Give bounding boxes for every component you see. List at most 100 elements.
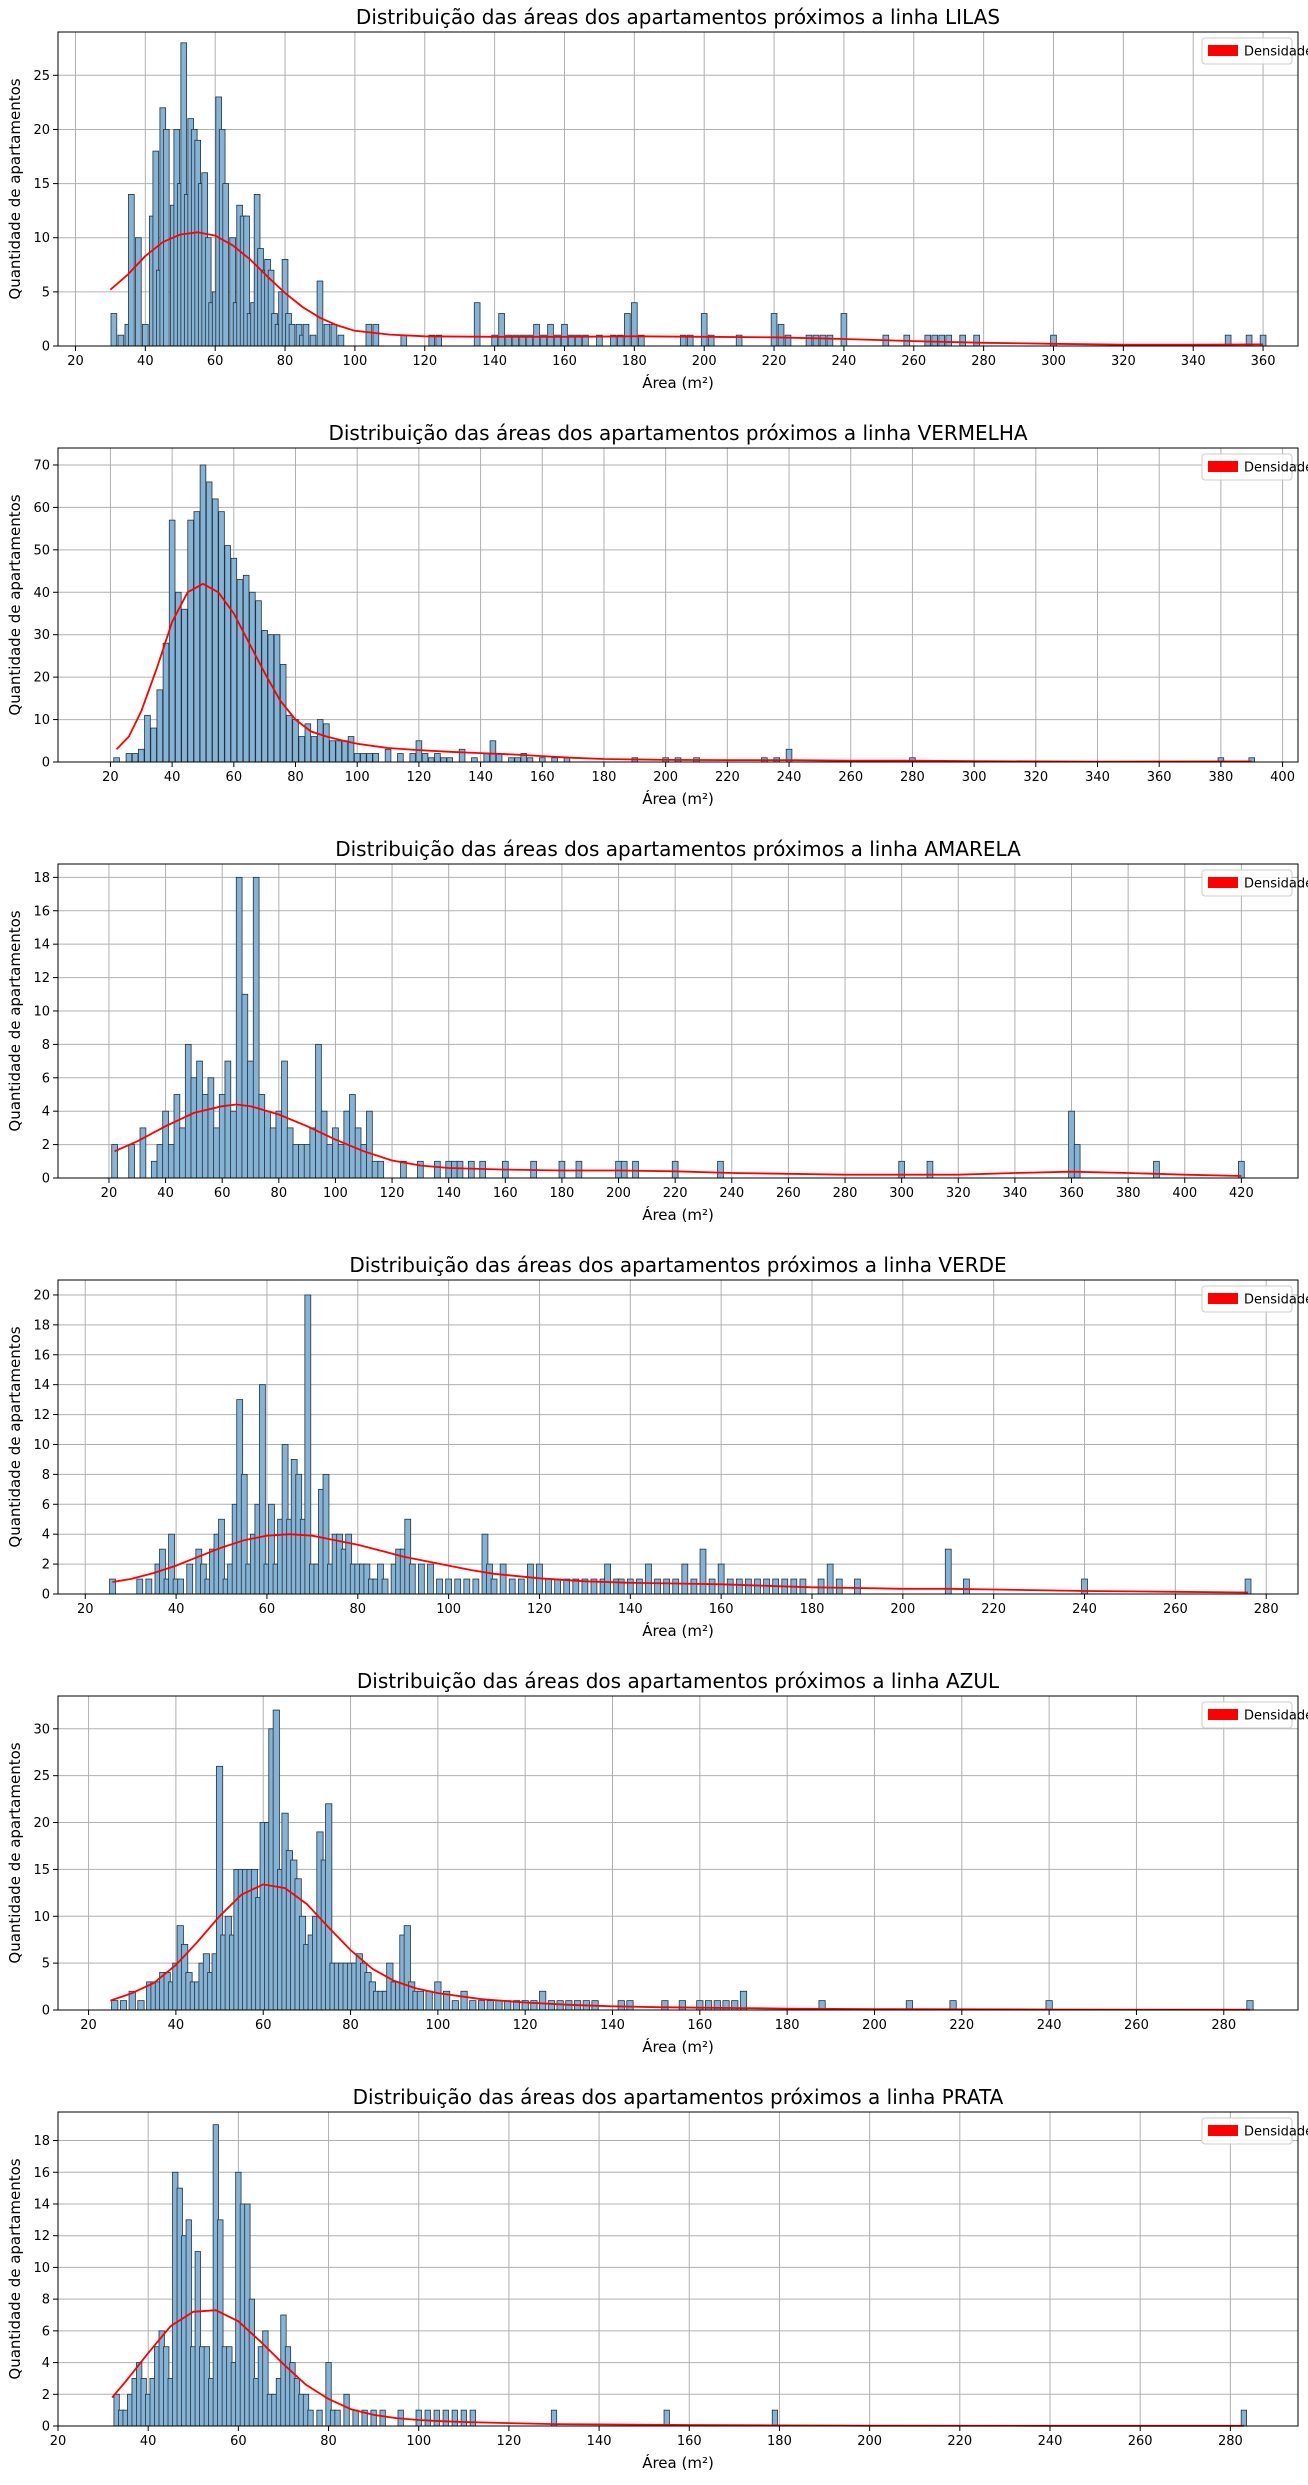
histogram-bar (175, 591, 182, 763)
histogram-bar (352, 2409, 359, 2427)
y-tick-label: 25 (33, 69, 50, 84)
histogram-bar (255, 600, 262, 763)
histogram-bar (162, 642, 170, 763)
x-axis-label: Área (m²) (642, 2037, 714, 2056)
histogram-bar (434, 753, 441, 763)
histogram-bar (973, 334, 980, 347)
histogram-bar (526, 757, 534, 763)
histogram-bar (451, 1160, 458, 1179)
histogram-bar (187, 519, 194, 763)
histogram-bar (288, 323, 296, 347)
histogram-bar (315, 1043, 322, 1179)
histogram-bar (434, 1160, 441, 1179)
histogram-bar (483, 753, 491, 763)
histogram-bar (663, 1578, 670, 1595)
y-tick-label: 0 (42, 2420, 50, 2435)
x-tick-label: 40 (157, 1186, 174, 1201)
histogram-bar (329, 740, 336, 763)
x-tick-label: 400 (1172, 1186, 1197, 1201)
histogram-bar (446, 757, 453, 763)
histogram-bar (275, 1110, 283, 1179)
legend-box (1201, 869, 1293, 897)
histogram-bar (173, 1094, 181, 1179)
x-tick-label: 200 (890, 1602, 915, 1617)
histogram-bar (533, 323, 540, 347)
x-tick-label: 100 (345, 770, 370, 785)
x-tick-label: 60 (255, 2018, 272, 2033)
density-curve (112, 1533, 1249, 1594)
y-tick-label: 2 (42, 1558, 50, 1573)
legend-patch (1208, 877, 1238, 888)
histogram-bar (445, 1578, 452, 1595)
y-tick-label: 4 (42, 2356, 50, 2371)
histogram-bar (1240, 2409, 1247, 2427)
histogram-bar (1045, 2000, 1053, 2011)
histogram-bar (323, 723, 330, 763)
x-tick-label: 180 (550, 1186, 575, 1201)
chart-5: 20 40 60 80 100 120 140 160 180 200 220 240 260 280 0 2… (6, 2085, 1308, 2472)
histogram-bar (337, 1144, 345, 1179)
x-tick-label: 380 (1116, 1186, 1141, 1201)
x-tick-label: 40 (164, 770, 181, 785)
x-tick-label: 100 (406, 2434, 431, 2449)
histogram-bar (218, 511, 225, 763)
y-tick-label: 0 (42, 756, 50, 771)
x-tick-label: 20 (77, 1602, 94, 1617)
y-tick-label: 10 (33, 2261, 50, 2276)
x-tick-label: 220 (715, 770, 740, 785)
histogram-bar (222, 183, 229, 347)
legend-label: Densidade (1244, 461, 1308, 476)
histogram-bar (409, 753, 416, 763)
histogram-bar (337, 334, 345, 347)
histogram-bar (258, 1094, 266, 1179)
histogram-bar (354, 1127, 362, 1179)
histogram-bar (326, 1144, 334, 1179)
histogram-bar (184, 1043, 192, 1179)
y-tick-label: 4 (42, 1528, 50, 1543)
histogram-bar (963, 1578, 970, 1595)
x-tick-label: 380 (1208, 770, 1233, 785)
histogram-bar (436, 1578, 443, 1595)
histogram-bar (142, 323, 149, 347)
y-tick-label: 18 (33, 871, 50, 886)
histogram-bar (681, 1563, 689, 1595)
x-tick-label: 40 (137, 354, 154, 369)
y-tick-label: 4 (42, 1105, 50, 1120)
x-tick-label: 220 (981, 1602, 1006, 1617)
histogram-bar (156, 1144, 164, 1179)
x-tick-label: 180 (592, 770, 617, 785)
legend-label: Densidade (1244, 1293, 1308, 1308)
legend-patch (1208, 45, 1238, 56)
histogram-bar (717, 1160, 724, 1179)
histogram-bar (826, 1563, 834, 1595)
x-tick-label: 180 (800, 1602, 825, 1617)
x-tick-label: 120 (513, 2018, 538, 2033)
histogram-bar (477, 2000, 486, 2011)
histogram-bar (700, 313, 708, 347)
histogram-bar (554, 1578, 561, 1595)
plot-frame (57, 863, 1299, 1179)
histogram-bar (812, 334, 820, 347)
x-tick-label: 280 (1218, 2434, 1243, 2449)
x-tick-label: 140 (436, 1186, 461, 1201)
histogram-bar (460, 1990, 468, 2011)
histogram-bar (408, 1563, 416, 1595)
histogram-bar (434, 1981, 442, 2011)
histogram-bar (427, 1563, 434, 1595)
chart-title: Distribuição das áreas dos apartamentos … (335, 837, 1021, 861)
histogram-bar (316, 280, 324, 347)
histogram-bar (415, 740, 423, 763)
x-tick-label: 280 (971, 354, 996, 369)
plot-frame (57, 447, 1299, 763)
histogram-bar (259, 1384, 266, 1595)
x-tick-label: 120 (406, 770, 431, 785)
histogram-bar (193, 511, 201, 763)
histogram-bar (179, 1127, 186, 1179)
histogram-bar (249, 591, 256, 763)
y-axis-label: Quantidade de apartamentos (6, 2158, 24, 2379)
x-tick-label: 200 (606, 1186, 631, 1201)
x-tick-label: 240 (1038, 2434, 1063, 2449)
histogram-bar (117, 334, 125, 347)
histogram-bar (654, 1578, 661, 1595)
x-tick-label: 180 (767, 2434, 792, 2449)
